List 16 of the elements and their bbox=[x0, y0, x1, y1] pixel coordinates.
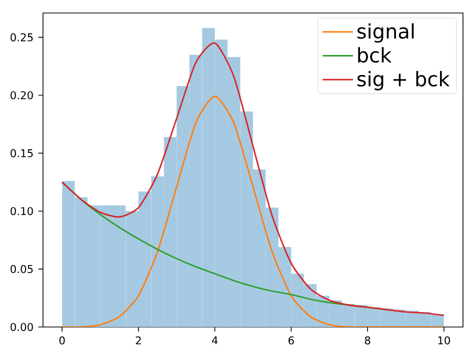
x-tick-label: 6 bbox=[288, 336, 294, 344]
x-tick-label: 10 bbox=[438, 336, 450, 344]
line-series bbox=[61, 96, 445, 327]
y-tick-label: 0.10 bbox=[10, 207, 33, 216]
legend-label: sig + bck bbox=[357, 71, 450, 90]
legend-label: signal bbox=[357, 23, 414, 43]
x-tick-label: 0 bbox=[59, 336, 65, 344]
y-tick-label: 0.00 bbox=[10, 322, 33, 332]
y-tick-label: 0.20 bbox=[10, 91, 33, 100]
y-tick-label: 0.15 bbox=[10, 149, 33, 158]
y-tick-label: 0.25 bbox=[10, 33, 33, 42]
x-tick-label: 2 bbox=[136, 336, 141, 344]
y-tick-label: 0.05 bbox=[10, 265, 33, 274]
x-tick-label: 4 bbox=[212, 336, 218, 344]
legend-label: bck bbox=[358, 47, 392, 63]
x-tick-label: 8 bbox=[364, 336, 370, 344]
